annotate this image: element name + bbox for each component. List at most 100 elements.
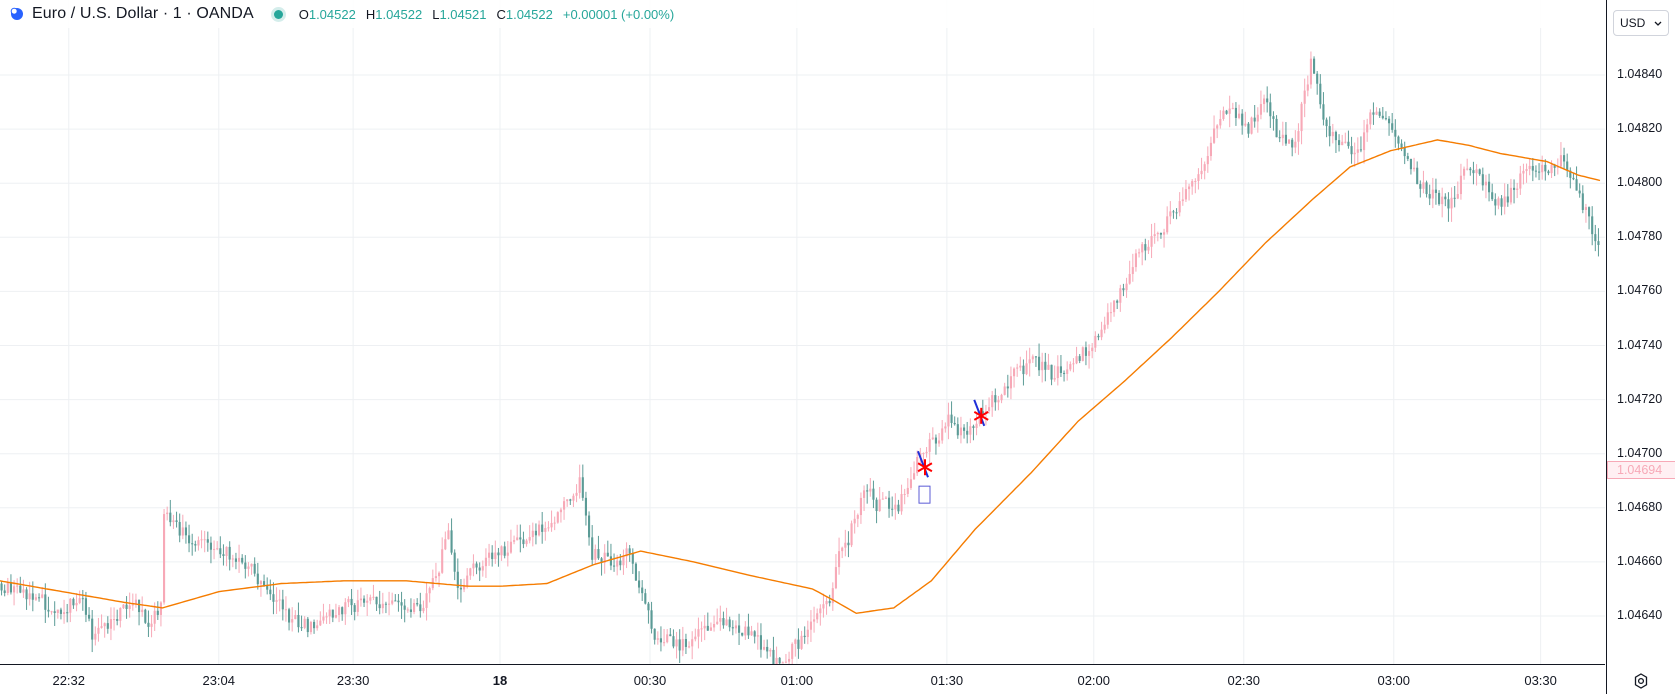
candle xyxy=(1369,109,1372,130)
candle-body xyxy=(938,440,941,444)
candle-body xyxy=(847,542,850,546)
candle xyxy=(1419,180,1422,198)
candle xyxy=(259,580,262,597)
candle-body xyxy=(663,642,666,644)
candle xyxy=(347,596,350,608)
candle-body xyxy=(675,639,678,647)
candle xyxy=(1381,107,1384,120)
candle-body xyxy=(228,546,231,560)
candle-body xyxy=(1422,182,1425,189)
candlestick-chart[interactable] xyxy=(0,0,1605,676)
candle-body xyxy=(681,639,684,651)
candle-body xyxy=(1053,378,1056,380)
candle xyxy=(669,628,672,637)
candle-body xyxy=(1028,359,1031,364)
candle xyxy=(1363,119,1366,164)
candle xyxy=(825,597,828,615)
candle-body xyxy=(1553,164,1556,168)
candle-body xyxy=(1163,232,1166,235)
candle xyxy=(175,511,178,528)
gear-icon[interactable] xyxy=(1633,673,1649,689)
candle-body xyxy=(750,631,753,636)
candle xyxy=(850,520,853,548)
candle xyxy=(403,599,406,623)
candle xyxy=(1163,228,1166,248)
candle-body xyxy=(1525,169,1528,171)
candle-body xyxy=(1266,98,1269,103)
candle xyxy=(1531,158,1534,182)
candle-body xyxy=(1438,192,1441,205)
candle xyxy=(369,594,372,605)
current-price-label: 1.04694 xyxy=(1607,460,1675,479)
candle-body xyxy=(1141,244,1144,253)
time-axis[interactable]: 22:32 23:04 23:30 18 00:30 01:00 01:30 02:00 02:… xyxy=(0,664,1605,694)
candle xyxy=(1494,193,1497,216)
candle xyxy=(109,607,112,641)
candle xyxy=(1319,74,1322,109)
candle-body xyxy=(1506,196,1509,203)
candle-body xyxy=(409,609,412,613)
candle-body xyxy=(1428,194,1431,199)
candles xyxy=(0,51,1600,676)
candle-body xyxy=(628,548,631,554)
candle xyxy=(400,591,403,619)
candle-body xyxy=(1131,267,1134,275)
candle xyxy=(1028,347,1031,377)
currency-label: USD xyxy=(1620,16,1646,30)
candle-body xyxy=(1325,119,1328,127)
candle-body xyxy=(1431,189,1434,199)
candle-body xyxy=(150,623,153,627)
candle-body xyxy=(128,605,131,609)
candle-body xyxy=(422,607,425,612)
candle-body xyxy=(119,608,122,621)
candle-body xyxy=(1559,155,1562,167)
candle xyxy=(884,496,887,500)
candle xyxy=(741,632,744,637)
candle-body xyxy=(566,499,569,502)
candle-body xyxy=(928,439,931,452)
candle xyxy=(647,601,650,624)
candle-body xyxy=(1078,356,1081,361)
candle xyxy=(691,631,694,660)
candle-body xyxy=(1469,168,1472,171)
candle xyxy=(797,628,800,659)
candle-body xyxy=(963,427,966,431)
candle xyxy=(613,553,616,572)
candle-body xyxy=(569,499,572,501)
candle xyxy=(1297,123,1300,155)
price-axis[interactable]: USD 1.04840 1.04820 1.04800 1.04780 1.04760 1… xyxy=(1606,0,1675,694)
candle-body xyxy=(1300,103,1303,132)
candle xyxy=(1072,358,1075,373)
candle xyxy=(853,510,856,534)
candle-body xyxy=(600,558,603,563)
candle xyxy=(634,562,637,582)
candle xyxy=(6,577,9,596)
candle-body xyxy=(484,557,487,567)
symbol-title[interactable]: Euro / U.S. Dollar · 1 · OANDA xyxy=(32,5,254,22)
symbol-logo-icon[interactable] xyxy=(10,7,24,21)
candle-body xyxy=(563,501,566,510)
candle-body xyxy=(734,625,737,629)
candle xyxy=(1128,260,1131,285)
candle-body xyxy=(1056,366,1059,379)
candle-body xyxy=(659,638,662,643)
chart-plot-area[interactable] xyxy=(0,0,1605,676)
candle-body xyxy=(772,649,775,665)
candle xyxy=(1413,157,1416,172)
candle-body xyxy=(1394,129,1397,137)
candle xyxy=(141,596,144,617)
candle xyxy=(191,533,194,556)
candle xyxy=(803,626,806,644)
candle xyxy=(684,633,687,654)
candle-body xyxy=(1016,367,1019,369)
candle-body xyxy=(1356,149,1359,153)
currency-selector[interactable]: USD xyxy=(1613,10,1669,36)
candle-body xyxy=(841,547,844,552)
candle xyxy=(1513,179,1516,204)
candle-body xyxy=(59,609,62,614)
candle-body xyxy=(309,621,312,633)
candle xyxy=(1313,56,1316,74)
candle xyxy=(581,464,584,501)
candle-body xyxy=(1122,288,1125,291)
